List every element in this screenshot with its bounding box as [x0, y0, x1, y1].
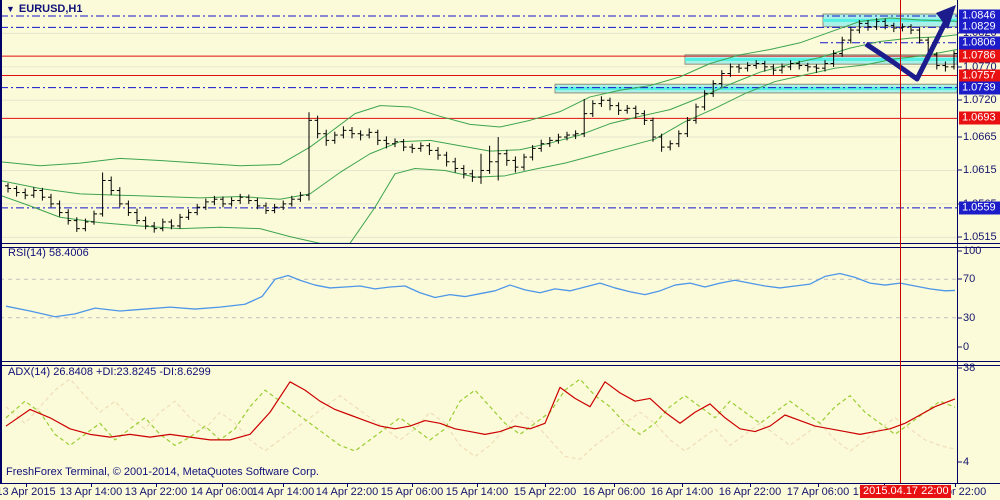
time-tick: [347, 483, 348, 487]
symbol-period-text: EURUSD,H1: [18, 3, 83, 15]
price-tick: [957, 461, 962, 463]
time-tick: [91, 483, 92, 487]
sr-zone-core: [823, 18, 957, 22]
copyright-label: FreshForex Terminal, © 2001-2014, MetaQu…: [6, 466, 319, 478]
time-tick: [283, 483, 284, 487]
price-tick-label: 4: [963, 455, 970, 468]
time-axis-label: 13 Apr 2015: [0, 486, 56, 498]
current-bar-time-badge: 2015.04.17 22:00: [860, 485, 951, 498]
price-tick: [957, 278, 962, 280]
rsi-line: [5, 272, 956, 318]
time-axis-label: 16 Apr 14:00: [650, 486, 714, 498]
price-level-badge: 1.0846: [959, 9, 1000, 23]
price-level-badge: 1.0786: [959, 49, 1000, 63]
price-tick: [957, 66, 962, 68]
panel-separator-main-rsi[interactable]: [0, 243, 1000, 248]
time-axis-label: 14 Apr 06:00: [190, 486, 254, 498]
price-level-badge: 1.0739: [959, 81, 1000, 95]
price-tick: [957, 136, 962, 138]
current-bar-vline: [900, 0, 901, 483]
price-level-badge: 1.0806: [959, 36, 1000, 50]
time-tick: [818, 483, 819, 487]
main-chart-canvas[interactable]: [0, 0, 957, 244]
time-tick: [750, 483, 751, 487]
price-tick: [957, 99, 962, 101]
price-tick-label: 1.0665: [963, 131, 997, 144]
time-axis-label: 16 Apr 06:00: [582, 486, 646, 498]
time-tick: [614, 483, 615, 487]
price-tick: [957, 346, 962, 347]
price-tick-label: 100: [963, 244, 982, 257]
price-level-badge: 1.0559: [959, 201, 1000, 215]
price-tick-label: 0: [963, 340, 970, 353]
chart-left-border: [0, 0, 2, 483]
adx--DI: [5, 378, 956, 460]
adx-+DI: [5, 378, 956, 452]
price-level-badge: 1.0829: [959, 20, 1000, 34]
bollinger-middle: [0, 34, 957, 200]
price-level-badge: 1.0693: [959, 111, 1000, 125]
adx-ADX: [5, 381, 956, 441]
time-tick: [477, 483, 478, 487]
time-tick: [26, 483, 27, 487]
time-axis-label: 14 Apr 14:00: [251, 486, 315, 498]
trend-arrowhead: [936, 5, 956, 29]
time-axis-line: [0, 483, 1000, 484]
price-tick-label: 70: [963, 273, 976, 286]
time-axis-label: 15 Apr 22:00: [513, 486, 577, 498]
time-axis-label: 15 Apr 14:00: [445, 486, 509, 498]
rsi-panel-canvas[interactable]: [0, 246, 957, 362]
panel-separator-rsi-adx[interactable]: [0, 361, 1000, 366]
price-tick-label: 38: [963, 362, 976, 374]
adx-indicator-label: ADX(14) 26.8408 +DI:23.8245 -DI:8.6299: [8, 366, 211, 378]
time-axis-label: 13 Apr 14:00: [59, 486, 123, 498]
sr-zone-core: [685, 57, 957, 61]
price-scale-border: [957, 0, 958, 483]
price-tick-label: 1.0615: [963, 164, 997, 177]
time-tick: [545, 483, 546, 487]
price-tick: [957, 236, 962, 238]
trend-arrow-drawing: [864, 19, 949, 82]
time-tick: [955, 483, 956, 487]
time-axis-label: 13 Apr 22:00: [124, 486, 188, 498]
time-tick: [412, 483, 413, 487]
time-axis-label: 14 Apr 22:00: [315, 486, 379, 498]
time-axis-label: 17 Apr 06:00: [786, 486, 850, 498]
price-tick: [957, 367, 962, 369]
price-tick: [957, 317, 962, 319]
adx-panel-canvas[interactable]: [0, 364, 957, 483]
price-level-badge: 1.0757: [959, 69, 1000, 83]
price-tick: [957, 169, 962, 171]
time-tick: [682, 483, 683, 487]
symbol-marker-icon: ▼: [6, 4, 15, 14]
bollinger-lower: [0, 48, 957, 244]
price-tick-label: 1.0720: [963, 94, 997, 107]
sr-zone-core: [555, 87, 957, 91]
bollinger-upper: [0, 17, 957, 167]
time-axis-label: 16 Apr 22:00: [718, 486, 782, 498]
price-tick-label: 30: [963, 311, 976, 324]
symbol-period-label: ▼ EURUSD,H1: [6, 3, 83, 15]
price-tick: [957, 250, 962, 251]
time-tick: [222, 483, 223, 487]
time-axis-label: 15 Apr 06:00: [380, 486, 444, 498]
rsi-indicator-label: RSI(14) 58.4006: [8, 247, 89, 259]
time-tick: [156, 483, 157, 487]
price-tick-label: 1.0515: [963, 231, 997, 244]
